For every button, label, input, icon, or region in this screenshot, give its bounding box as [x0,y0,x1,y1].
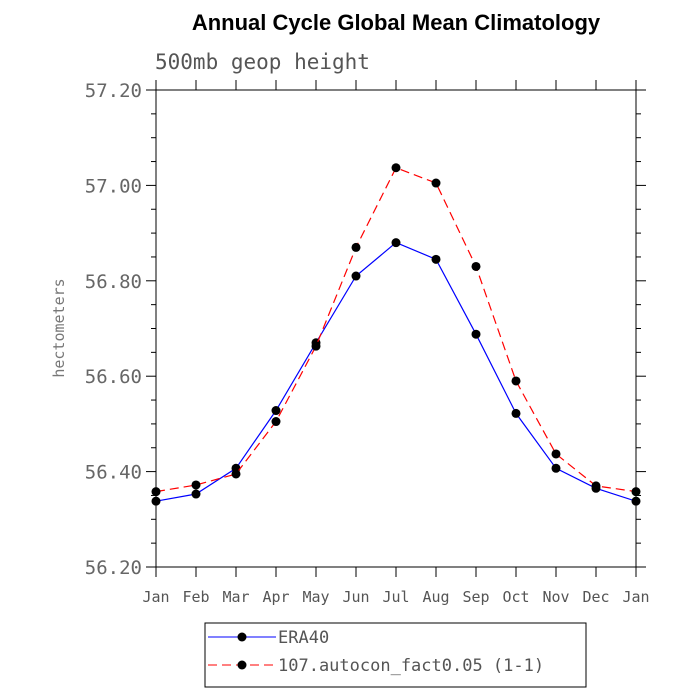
y-tick-label: 56.80 [85,271,142,293]
chart-subtitle: 500mb geop height [155,50,370,74]
data-point [471,329,481,339]
y-axis-label: hectometers [50,278,68,377]
data-point [271,417,281,427]
legend-box [204,622,587,688]
y-tick-label: 56.60 [85,366,142,388]
y-tick-label: 56.20 [85,557,142,579]
series-line-1 [155,167,637,493]
data-point [311,341,321,351]
x-tick-label: Nov [542,588,569,606]
legend-marker-era40 [237,632,247,642]
data-point [431,178,441,188]
x-tick-label: Sep [462,588,489,606]
x-tick-label: May [302,588,329,606]
data-point [231,469,241,479]
data-point [151,487,161,497]
y-tick-label: 57.20 [85,80,142,102]
x-tick-label: Jan [142,588,169,606]
x-tick-label: Aug [422,588,449,606]
plot-frame [155,89,637,568]
data-point [151,496,161,506]
legend-marker-autocon [237,660,247,670]
data-point [351,242,361,252]
axes: 56.20 56.40 56.60 56.80 57.00 57.20 Jan Feb Mar A… [85,80,650,606]
x-tick-label: Jun [342,588,369,606]
data-point [551,463,561,473]
legend-label-autocon: 107.autocon_fact0.05 (1-1) [278,656,544,676]
x-tick-label: Jul [382,588,409,606]
data-point [431,254,441,264]
series-line-0 [155,241,637,502]
data-point [631,496,641,506]
data-point [351,271,361,281]
data-point [631,487,641,497]
legend: ERA40 107.autocon_fact0.05 (1-1) [204,622,587,688]
x-tick-label: Jan [622,588,649,606]
legend-label-era40: ERA40 [278,628,329,648]
data-point [391,238,401,248]
y-tick-label: 56.40 [85,462,142,484]
x-tick-label: Oct [502,588,529,606]
x-tick-label: Feb [182,588,209,606]
x-tick-label: Apr [262,588,289,606]
chart-title: Annual Cycle Global Mean Climatology [192,10,601,35]
data-point [471,261,481,271]
x-tick-label: Mar [222,588,249,606]
data-point [591,481,601,491]
data-point [511,376,521,386]
data-point [511,408,521,418]
data-point [191,480,201,490]
series-layer [151,163,641,506]
data-point [391,163,401,173]
y-tick-label: 57.00 [85,175,142,197]
data-point [271,406,281,416]
x-tick-label: Dec [582,588,609,606]
data-point [191,489,201,499]
data-point [551,449,561,459]
